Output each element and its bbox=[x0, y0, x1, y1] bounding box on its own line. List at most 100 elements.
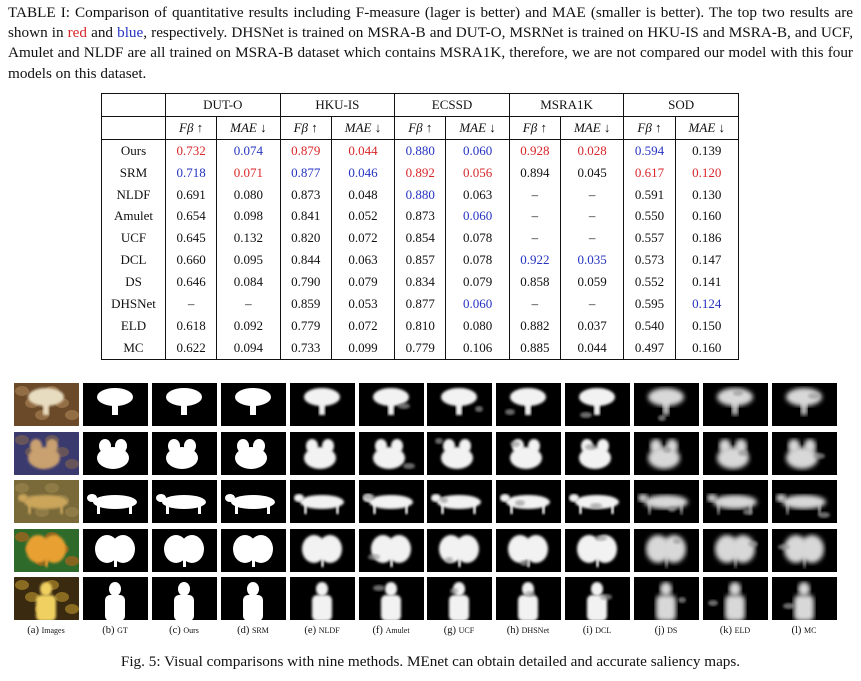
saliency-map bbox=[83, 480, 148, 523]
table-cell: 0.622 bbox=[165, 336, 218, 360]
column-letter: (a) bbox=[27, 625, 39, 636]
column-label: (a) Images bbox=[27, 625, 64, 636]
column-method-name: ELD bbox=[734, 626, 751, 635]
method-name: DHSNet bbox=[101, 293, 166, 315]
column-label: (i) DCL bbox=[583, 625, 612, 636]
table-row: DS 0.646 0.084 0.790 0.079 0.834 0.079 0.858 0.0… bbox=[101, 271, 740, 294]
table-cell: 0.844 bbox=[280, 249, 332, 272]
column-label: (e) NLDF bbox=[304, 625, 339, 636]
table-caption: TABLE I: Comparison of quantitative resu… bbox=[8, 3, 853, 84]
table-cell: 0.092 bbox=[216, 314, 281, 337]
saliency-map bbox=[496, 529, 561, 572]
column-letter: (c) bbox=[169, 625, 181, 636]
table-cell: 0.048 bbox=[331, 183, 396, 206]
saliency-map bbox=[703, 529, 768, 572]
caption-blue-word: blue bbox=[117, 24, 144, 42]
input-image bbox=[14, 480, 79, 523]
saliency-map bbox=[290, 529, 355, 572]
table-cell: 0.063 bbox=[331, 249, 396, 272]
saliency-map bbox=[634, 529, 699, 572]
saliency-map bbox=[565, 480, 630, 523]
table-cell: 0.834 bbox=[394, 271, 447, 294]
table-cell: 0.078 bbox=[445, 249, 510, 272]
column-letter: (f) bbox=[372, 625, 383, 636]
table-cell: 0.046 bbox=[331, 161, 396, 184]
method-name: DCL bbox=[101, 249, 166, 272]
table-cell: 0.732 bbox=[165, 139, 218, 162]
saliency-map bbox=[83, 529, 148, 572]
column-method-name: SRM bbox=[251, 626, 269, 635]
table-cell: 0.080 bbox=[445, 314, 510, 337]
saliency-map bbox=[152, 577, 217, 620]
saliency-map bbox=[565, 432, 630, 475]
saliency-map bbox=[703, 480, 768, 523]
saliency-map bbox=[83, 432, 148, 475]
table-cell: 0.877 bbox=[280, 161, 332, 184]
table-cell: – bbox=[509, 205, 561, 228]
table-cell: – bbox=[560, 227, 625, 250]
table-cell: 0.079 bbox=[445, 271, 510, 294]
saliency-map bbox=[290, 577, 355, 620]
table-cell: 0.790 bbox=[280, 271, 332, 294]
table-cell: 0.841 bbox=[280, 205, 332, 228]
saliency-map bbox=[427, 432, 492, 475]
table-row: Ours 0.732 0.074 0.879 0.044 0.880 0.060 0.928 0… bbox=[101, 139, 740, 162]
table-cell: 0.056 bbox=[445, 161, 510, 184]
table-cell: 0.894 bbox=[509, 161, 561, 184]
saliency-map bbox=[703, 432, 768, 475]
table-cell: 0.820 bbox=[280, 227, 332, 250]
figure-caption: Fig. 5: Visual comparisons with nine met… bbox=[120, 653, 741, 670]
table-cell: 0.071 bbox=[216, 161, 281, 184]
method-name: UCF bbox=[101, 227, 166, 250]
column-label: (h) DHSNet bbox=[507, 625, 549, 636]
table-cell: 0.059 bbox=[560, 271, 625, 294]
table-row: ELD 0.618 0.092 0.779 0.072 0.810 0.080 0.882 0.… bbox=[101, 314, 740, 337]
table-cell: 0.877 bbox=[394, 293, 447, 315]
method-name: Ours bbox=[101, 139, 166, 162]
table-cell: – bbox=[560, 293, 625, 315]
saliency-map bbox=[772, 529, 837, 572]
table-cell: 0.094 bbox=[216, 336, 281, 360]
column-letter: (g) bbox=[443, 625, 457, 636]
table-cell: – bbox=[509, 227, 561, 250]
table-cell: 0.646 bbox=[165, 271, 218, 294]
column-label: (f) Amulet bbox=[372, 625, 409, 636]
table-cell: 0.885 bbox=[509, 336, 561, 360]
table-cell: – bbox=[165, 293, 218, 315]
table-cell: – bbox=[509, 293, 561, 315]
saliency-map bbox=[290, 383, 355, 426]
saliency-map bbox=[772, 383, 837, 426]
input-image bbox=[14, 383, 79, 426]
column-label: (k) ELD bbox=[720, 625, 750, 636]
table-cell: 0.618 bbox=[165, 314, 218, 337]
table-cell: 0.595 bbox=[623, 293, 676, 315]
saliency-map bbox=[152, 432, 217, 475]
saliency-map bbox=[83, 577, 148, 620]
table-cell: 0.078 bbox=[445, 227, 510, 250]
saliency-map bbox=[359, 383, 424, 426]
table-cell: 0.617 bbox=[623, 161, 676, 184]
dataset-header: HKU-IS bbox=[280, 93, 396, 117]
table-cell: 0.130 bbox=[675, 183, 740, 206]
saliency-map bbox=[221, 577, 286, 620]
column-label: (c) Ours bbox=[169, 625, 199, 636]
table-cell: 0.079 bbox=[331, 271, 396, 294]
saliency-comparison-grid bbox=[14, 383, 837, 620]
saliency-map bbox=[703, 577, 768, 620]
table-cell: 0.028 bbox=[560, 139, 625, 162]
table-cell: – bbox=[216, 293, 281, 315]
dataset-header: MSRA1K bbox=[509, 93, 625, 117]
method-name: Amulet bbox=[101, 205, 166, 228]
column-method-name: Amulet bbox=[385, 626, 410, 635]
saliency-map bbox=[565, 577, 630, 620]
table-cell: 0.660 bbox=[165, 249, 218, 272]
table-cell: 0.147 bbox=[675, 249, 740, 272]
table-cell: 0.063 bbox=[445, 183, 510, 206]
saliency-map bbox=[634, 432, 699, 475]
saliency-map bbox=[221, 529, 286, 572]
column-label: (g) UCF bbox=[444, 625, 474, 636]
saliency-map bbox=[359, 529, 424, 572]
table-cell: 0.098 bbox=[216, 205, 281, 228]
table-cell: 0.084 bbox=[216, 271, 281, 294]
column-letter: (h) bbox=[506, 625, 520, 636]
